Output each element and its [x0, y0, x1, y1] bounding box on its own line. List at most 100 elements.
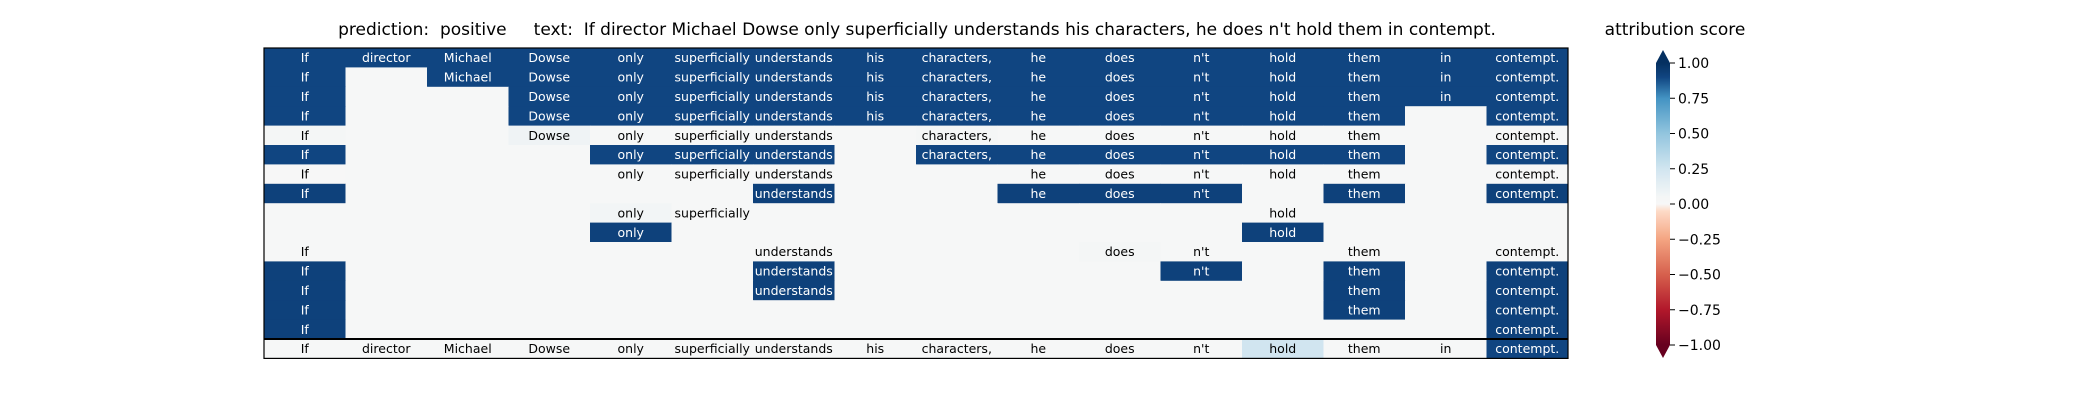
heatmap-cell [1323, 164, 1406, 185]
cell-token-label: them [1348, 167, 1381, 182]
heatmap-cell [1242, 48, 1324, 68]
cell-token-label: superficially [675, 108, 751, 123]
heatmap-cell [834, 319, 917, 340]
heatmap-cell [1323, 48, 1406, 68]
heatmap-cell [753, 339, 835, 359]
heatmap-cell [916, 106, 998, 126]
heatmap-cell [508, 86, 591, 107]
cell-token-label: only [618, 50, 645, 65]
heatmap-cell [427, 261, 509, 282]
heatmap-cell [1486, 86, 1569, 107]
heatmap-cell [753, 261, 835, 282]
cell-token-label: hold [1269, 89, 1296, 104]
heatmap-cell [1160, 280, 1243, 301]
heatmap-cell [1242, 222, 1324, 243]
heatmap-cell [590, 222, 672, 243]
heatmap-cell [1079, 339, 1161, 359]
heatmap-cell [1323, 203, 1406, 223]
heatmap-cell [916, 183, 998, 204]
heatmap-cell [834, 300, 917, 320]
cell-token-label: understands [755, 341, 833, 356]
heatmap-cell [264, 183, 346, 204]
cell-token-label: If [301, 50, 310, 65]
heatmap-cell [1160, 222, 1243, 243]
heatmap-cell [590, 86, 672, 107]
heatmap-cell [916, 145, 998, 165]
text-value: If director Michael Dowse only superfici… [583, 20, 1496, 40]
cell-token-label: them [1348, 264, 1381, 279]
heatmap-cell [916, 125, 998, 146]
heatmap-cell [508, 280, 591, 301]
heatmap-cell [916, 261, 998, 282]
cell-token-label: n't [1193, 128, 1209, 143]
cell-token-label: he [1030, 147, 1046, 162]
heatmap-cell [508, 203, 591, 223]
heatmap-cell [264, 86, 346, 107]
heatmap-cell [1323, 106, 1406, 126]
cell-token-label: in [1440, 89, 1451, 104]
heatmap-frame [263, 47, 1569, 359]
cell-token-label: If [301, 244, 310, 259]
heatmap-cell [1079, 164, 1161, 185]
cell-token-label: in [1440, 341, 1451, 356]
heatmap-cell [264, 106, 346, 126]
heatmap-cell [345, 261, 428, 282]
heatmap-cell [997, 164, 1080, 185]
cell-token-label: Dowse [528, 128, 570, 143]
heatmap-cell [671, 300, 754, 320]
heatmap-cell [834, 106, 917, 126]
cell-token-label: them [1348, 89, 1381, 104]
heatmap-cell [1242, 125, 1324, 146]
heatmap-cell [1079, 242, 1161, 262]
heatmap-cell [1160, 86, 1243, 107]
cell-token-label: understands [755, 186, 833, 201]
heatmap-cell [590, 261, 672, 282]
cell-token-label: them [1348, 70, 1381, 85]
heatmap-cell [1323, 300, 1406, 320]
cell-token-label: If [301, 147, 310, 162]
heatmap-cell [1079, 86, 1161, 107]
heatmap-cell [834, 145, 917, 165]
heatmap-cell [590, 242, 672, 262]
heatmap-cell [345, 203, 428, 223]
heatmap-cell [834, 339, 917, 359]
heatmap-cell [1079, 183, 1161, 204]
cell-token-label: his [866, 341, 884, 356]
cell-token-label: them [1348, 50, 1381, 65]
cell-token-label: director [362, 341, 411, 356]
heatmap-cell [753, 242, 835, 262]
heatmap-cell [264, 339, 346, 359]
cell-token-label: does [1105, 244, 1135, 259]
heatmap-cell [753, 145, 835, 165]
heatmap-cell [753, 86, 835, 107]
cell-token-label: Dowse [528, 341, 570, 356]
heatmap-cell [264, 319, 346, 340]
heatmap-cell [264, 48, 346, 68]
heatmap-cell [427, 300, 509, 320]
heatmap-cell [1079, 319, 1161, 340]
heatmap-cell [997, 339, 1080, 359]
heatmap-cell [1079, 222, 1161, 243]
colorbar-title: attribution score [1604, 20, 1746, 40]
heatmap-cell [997, 125, 1080, 146]
heatmap-cell [1405, 48, 1487, 68]
heatmap-cell [1160, 203, 1243, 223]
heatmap-cell [1160, 300, 1243, 320]
colorbar-tick-label: 1.00 [1678, 56, 1709, 72]
heatmap-cell [1486, 280, 1569, 301]
heatmap-cell [427, 67, 509, 88]
heatmap-cell [1323, 222, 1406, 243]
heatmap-cell [753, 222, 835, 243]
cell-token-label: them [1348, 244, 1381, 259]
heatmap-cell [1486, 242, 1569, 262]
heatmap-cell [508, 67, 591, 88]
heatmap-cell [671, 183, 754, 204]
cell-token-label: If [301, 283, 310, 298]
heatmap-cell [590, 145, 672, 165]
cell-token-label: contempt. [1495, 186, 1559, 201]
cell-token-label: does [1105, 167, 1135, 182]
cell-token-label: only [618, 225, 645, 240]
heatmap-cell [916, 67, 998, 88]
cell-token-label: he [1030, 50, 1046, 65]
heatmap-cell [1486, 319, 1569, 340]
